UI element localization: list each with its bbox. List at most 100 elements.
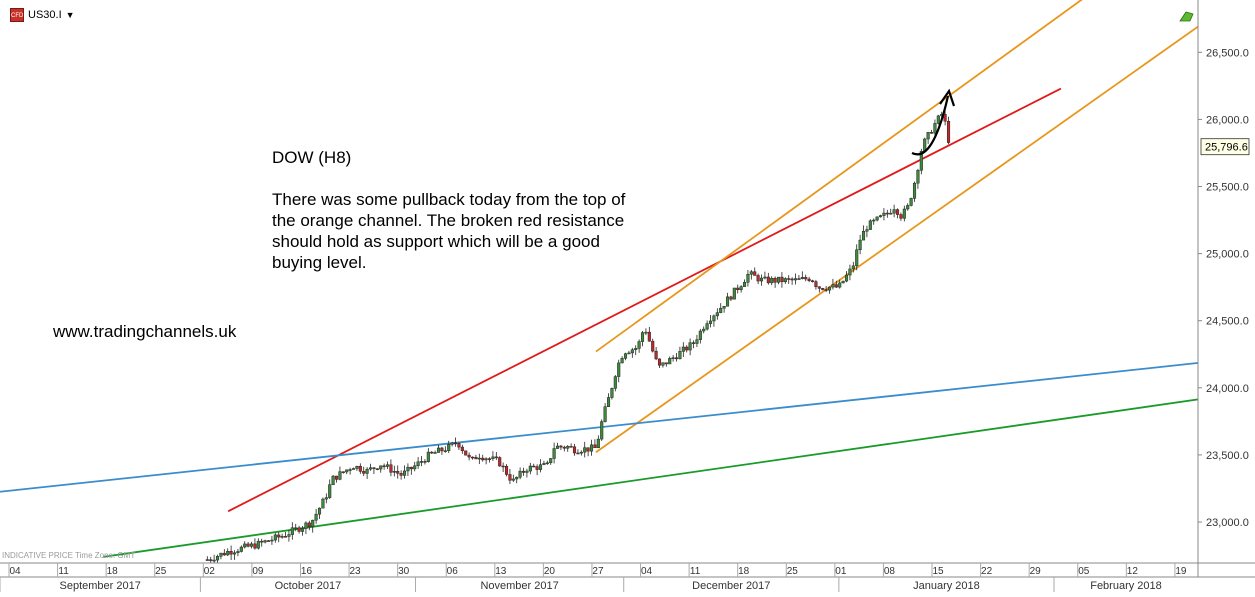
orange-trendline[interactable] — [595, 0, 1089, 353]
price-tick-label: 23,500.0 — [1206, 450, 1249, 462]
candlestick — [844, 271, 849, 283]
candlestick — [916, 168, 920, 189]
price-axis[interactable]: 23,000.0 23,500.0 24,000.0 24,500.0 25,000.0… — [1197, 0, 1255, 563]
candle-layer — [205, 109, 951, 565]
candle-body — [321, 498, 325, 509]
candlestick — [549, 458, 553, 465]
candlestick — [695, 334, 699, 347]
candlestick — [868, 219, 872, 230]
candlestick — [606, 393, 611, 407]
candle-body — [797, 278, 801, 280]
arrow-layer — [911, 88, 956, 156]
candle-body — [348, 469, 352, 471]
candlestick — [797, 275, 801, 280]
candle-body — [708, 320, 713, 324]
candlestick — [912, 181, 917, 202]
candlestick — [671, 355, 675, 362]
candlestick — [736, 284, 740, 294]
candle-body — [613, 376, 617, 389]
chevron-down-icon[interactable]: ▼ — [65, 10, 75, 20]
candle-body — [555, 445, 560, 449]
candle-body — [440, 447, 444, 452]
candle-body — [345, 469, 349, 473]
candlestick — [419, 456, 424, 467]
candle-body — [732, 287, 736, 300]
candlestick — [572, 443, 577, 456]
candlestick — [753, 267, 757, 276]
candlestick — [321, 497, 325, 509]
candle-body — [562, 446, 566, 449]
green-trendline[interactable] — [103, 392, 1242, 558]
current-price-label: 25,796.6 — [1205, 142, 1248, 154]
price-axis-bg — [1198, 0, 1255, 563]
candle-body — [508, 474, 512, 481]
candle-body — [453, 442, 458, 445]
day-tick-label: 11 — [690, 566, 701, 577]
candle-body — [334, 475, 339, 480]
candle-body — [623, 353, 628, 359]
indicative-price-note: INDICATIVE PRICE Time Zone: GMT — [2, 551, 136, 560]
candlestick — [807, 276, 811, 283]
candle-body — [307, 522, 311, 527]
candlestick — [538, 459, 543, 473]
candle-body — [630, 349, 634, 354]
candlestick — [865, 225, 869, 238]
price-tick-label: 24,000.0 — [1206, 383, 1249, 395]
candlestick — [776, 276, 781, 285]
candle-body — [746, 273, 750, 283]
candle-body — [756, 275, 760, 282]
candlestick — [212, 554, 216, 564]
candle-body — [392, 471, 396, 473]
blue-trendline[interactable] — [0, 357, 1242, 498]
candlestick — [348, 467, 352, 475]
candle-body — [542, 463, 546, 465]
candle-body — [246, 543, 250, 547]
candle-body — [484, 458, 488, 461]
candlestick — [501, 462, 505, 473]
candlestick — [586, 447, 590, 457]
candlestick — [532, 463, 536, 468]
candle-body — [787, 278, 791, 280]
candle-body — [627, 352, 631, 355]
candle-body — [885, 212, 889, 215]
candle-body — [511, 478, 515, 481]
candlestick — [902, 205, 906, 222]
candlestick — [882, 208, 886, 221]
candlestick — [566, 445, 570, 452]
candlestick — [294, 523, 298, 532]
candlestick — [338, 466, 342, 481]
candlestick — [821, 287, 825, 291]
candle-body — [474, 456, 478, 460]
month-tick-label: October 2017 — [275, 580, 342, 592]
candle-body — [205, 559, 209, 561]
candlestick — [705, 320, 709, 331]
candle-body — [936, 115, 940, 124]
candle-body — [895, 209, 900, 215]
day-tick-label: 25 — [787, 566, 799, 577]
candlestick — [229, 545, 233, 560]
orange-trendline[interactable] — [595, 9, 1222, 453]
day-tick-label: 13 — [495, 566, 507, 577]
day-tick-label: 05 — [1078, 566, 1090, 577]
candle-body — [382, 465, 386, 468]
candle-body — [256, 540, 260, 549]
candlestick — [392, 465, 396, 477]
candle-body — [640, 332, 645, 342]
candle-body — [865, 229, 869, 232]
candlestick — [243, 541, 247, 549]
candlestick — [351, 467, 356, 470]
candlestick — [511, 474, 515, 482]
time-axis[interactable]: 04 11 18 25 02 09 16 23 30 06 13 20 27 04 11 18 25 01 08 15… — [0, 562, 1255, 592]
candle-body — [443, 450, 447, 452]
candle-body — [572, 446, 577, 454]
month-tick-label: February 2018 — [1090, 580, 1162, 592]
candle-body — [644, 331, 648, 334]
symbol-selector[interactable]: CFD US30.I ▼ — [10, 8, 75, 22]
candlestick — [416, 457, 420, 469]
candlestick — [909, 197, 913, 207]
candlestick — [402, 465, 407, 479]
candle-body — [729, 296, 733, 300]
candlestick — [610, 387, 614, 400]
